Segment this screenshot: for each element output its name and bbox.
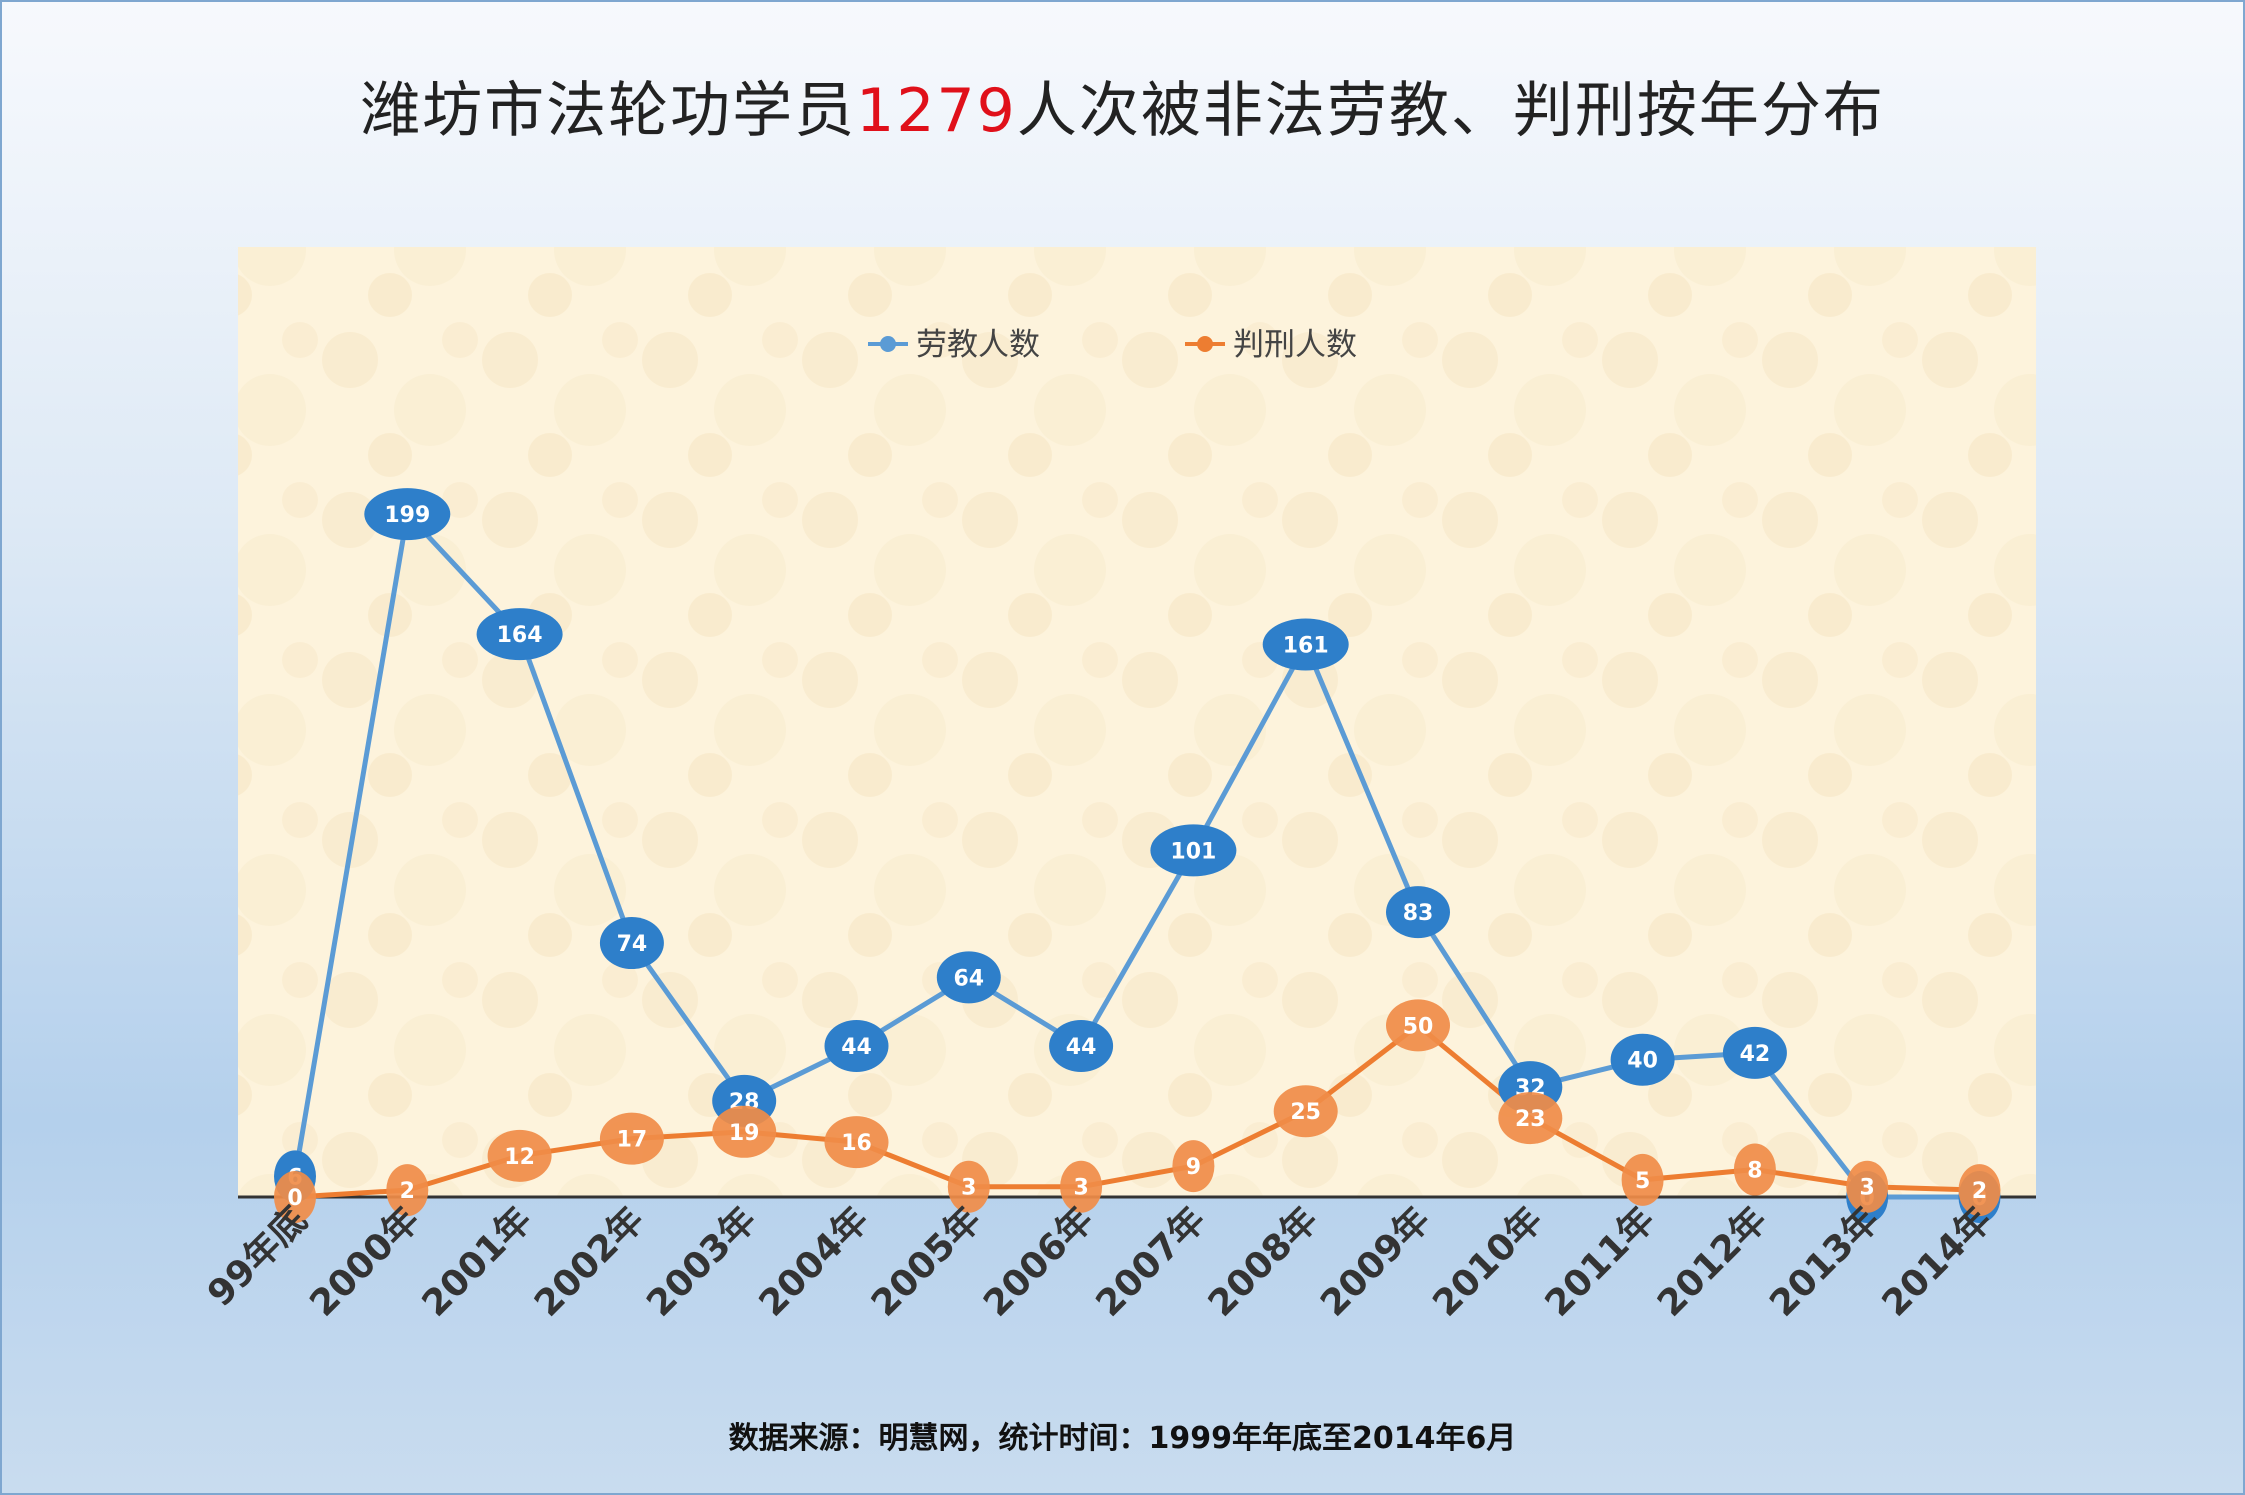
category-label-4: 2003年 xyxy=(639,1199,764,1324)
marker-sentence-14 xyxy=(1846,1160,1889,1213)
data-source-note: 数据来源：明慧网，统计时间：1999年年底至2014年6月 xyxy=(728,1421,1517,1456)
marker-sentence-10 xyxy=(1386,999,1450,1052)
data-label-sentence-11: 23 xyxy=(1515,1107,1546,1132)
marker-sentence-6 xyxy=(947,1160,990,1213)
marker-labor-13 xyxy=(1722,1026,1787,1079)
category-label-6: 2005年 xyxy=(864,1199,989,1324)
category-axis-labels: 99年底2000年2001年2002年2003年2004年2005年2006年2… xyxy=(200,1199,2000,1324)
marker-sentence-12 xyxy=(1621,1153,1664,1206)
data-label-sentence-5: 16 xyxy=(841,1131,872,1156)
legend-marker-sentence xyxy=(1197,336,1213,352)
marker-sentence-3 xyxy=(599,1112,664,1165)
marker-labor-3 xyxy=(599,917,664,970)
data-label-labor-13: 42 xyxy=(1740,1042,1771,1067)
data-label-sentence-13: 8 xyxy=(1747,1159,1762,1184)
series-markers: 6199164742844644410116183324042000212171… xyxy=(274,488,2001,1223)
category-label-14: 2013年 xyxy=(1762,1199,1887,1324)
marker-labor-12 xyxy=(1610,1033,1675,1086)
data-label-labor-9: 161 xyxy=(1283,633,1329,658)
marker-sentence-5 xyxy=(824,1116,889,1169)
data-label-sentence-3: 17 xyxy=(617,1128,648,1153)
series-line-labor xyxy=(292,511,1980,1200)
category-label-13: 2012年 xyxy=(1650,1199,1775,1324)
category-label-9: 2008年 xyxy=(1201,1199,1326,1324)
marker-labor-7 xyxy=(1049,1020,1114,1072)
legend-label-labor: 劳教人数 xyxy=(916,327,1040,363)
data-label-labor-5: 44 xyxy=(841,1035,872,1060)
data-label-sentence-1: 2 xyxy=(400,1179,415,1204)
marker-labor-6 xyxy=(936,951,1001,1004)
marker-sentence-0 xyxy=(274,1171,316,1223)
legend-marker-labor xyxy=(880,336,896,352)
category-label-12: 2011年 xyxy=(1538,1199,1663,1324)
title-prefix: 潍坊市法轮功学员 xyxy=(360,76,857,146)
category-label-5: 2004年 xyxy=(752,1199,877,1324)
marker-sentence-13 xyxy=(1733,1143,1776,1196)
data-label-labor-10: 83 xyxy=(1403,901,1434,926)
category-label-0: 99年底 xyxy=(200,1199,315,1314)
category-label-10: 2009年 xyxy=(1313,1199,1438,1324)
data-label-sentence-6: 3 xyxy=(961,1176,976,1201)
data-label-labor-6: 64 xyxy=(953,966,984,991)
marker-labor-9 xyxy=(1262,618,1349,671)
marker-sentence-8 xyxy=(1172,1140,1215,1193)
marker-sentence-11 xyxy=(1498,1092,1563,1145)
data-label-labor-2: 164 xyxy=(497,623,543,648)
legend-label-sentence: 判刑人数 xyxy=(1233,327,1357,363)
chart-title: 潍坊市法轮功学员1279人次被非法劳教、判刑按年分布 xyxy=(0,62,2245,149)
data-label-sentence-9: 25 xyxy=(1290,1100,1321,1125)
data-label-sentence-0: 0 xyxy=(287,1186,302,1211)
data-label-labor-3: 74 xyxy=(617,932,648,957)
category-label-11: 2010年 xyxy=(1425,1199,1550,1324)
category-label-2: 2001年 xyxy=(415,1199,540,1324)
data-label-sentence-10: 50 xyxy=(1403,1014,1434,1039)
marker-sentence-7 xyxy=(1060,1160,1103,1213)
data-label-labor-1: 199 xyxy=(384,503,430,528)
data-label-labor-7: 44 xyxy=(1066,1035,1097,1060)
category-label-15: 2014年 xyxy=(1875,1199,2000,1324)
marker-labor-8 xyxy=(1150,824,1237,877)
data-label-labor-8: 101 xyxy=(1170,839,1216,864)
marker-labor-10 xyxy=(1386,886,1450,939)
series-line-sentence xyxy=(294,1022,1980,1200)
data-label-sentence-7: 3 xyxy=(1073,1176,1088,1201)
series-lines xyxy=(292,511,1980,1200)
marker-sentence-1 xyxy=(386,1164,429,1217)
legend: 劳教人数 判刑人数 xyxy=(868,327,1357,363)
marker-sentence-4 xyxy=(712,1105,777,1158)
marker-sentence-2 xyxy=(487,1129,552,1182)
title-highlight-count: 1279 xyxy=(856,76,1017,146)
marker-labor-5 xyxy=(824,1020,889,1072)
data-label-sentence-8: 9 xyxy=(1186,1155,1201,1180)
data-label-labor-12: 40 xyxy=(1627,1049,1658,1074)
marker-labor-1 xyxy=(364,488,451,541)
marker-sentence-9 xyxy=(1273,1085,1338,1138)
data-label-sentence-2: 12 xyxy=(504,1145,535,1170)
data-label-sentence-4: 19 xyxy=(729,1121,760,1146)
marker-sentence-15 xyxy=(1958,1164,2001,1217)
data-label-sentence-14: 3 xyxy=(1860,1176,1875,1201)
data-label-sentence-15: 2 xyxy=(1972,1179,1987,1204)
data-label-sentence-12: 5 xyxy=(1635,1169,1650,1194)
category-label-3: 2002年 xyxy=(527,1199,652,1324)
category-label-8: 2007年 xyxy=(1088,1199,1213,1324)
category-label-7: 2006年 xyxy=(976,1199,1101,1324)
title-suffix: 人次被非法劳教、判刑按年分布 xyxy=(1016,76,1885,146)
marker-labor-2 xyxy=(476,608,563,661)
category-label-1: 2000年 xyxy=(302,1199,427,1324)
